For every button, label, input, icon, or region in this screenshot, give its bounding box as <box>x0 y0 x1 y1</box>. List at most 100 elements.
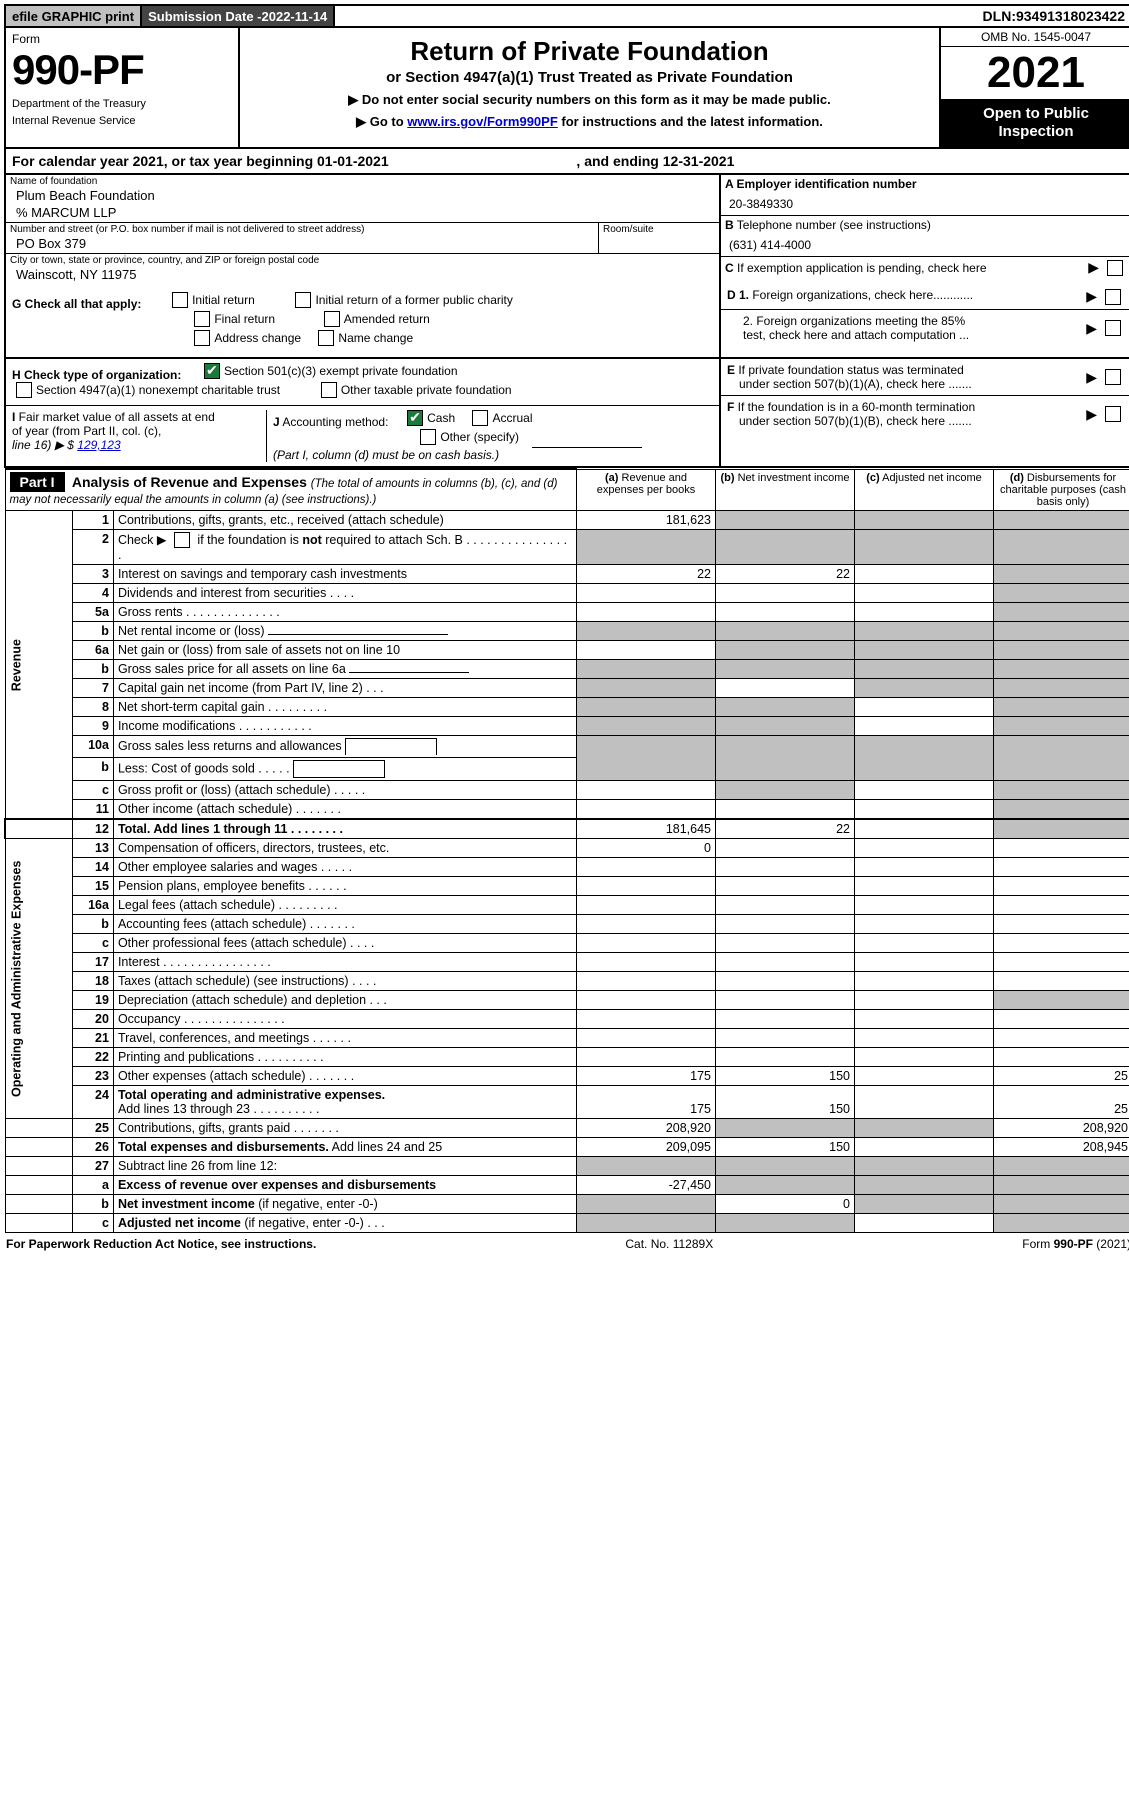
row-5b-num: b <box>72 622 113 641</box>
e-checkbox[interactable] <box>1105 369 1121 385</box>
j-other-lbl: Other (specify) <box>440 430 519 444</box>
row-18-num: 18 <box>72 972 113 991</box>
row-23-a: 175 <box>577 1067 716 1086</box>
j-accrual-lbl: Accrual <box>492 411 532 425</box>
g-opt-0: Initial return <box>192 293 255 307</box>
row-17-desc: Interest . . . . . . . . . . . . . . . . <box>113 953 576 972</box>
row-10a-desc: Gross sales less returns and allowances <box>113 736 576 758</box>
row-10b-desc: Less: Cost of goods sold . . . . . <box>113 758 576 781</box>
g-label: G Check all that apply: <box>12 297 141 311</box>
dept-treasury: Department of the Treasury <box>12 98 232 111</box>
d2-checkbox[interactable] <box>1105 320 1121 336</box>
dln: DLN: 93491318023422 <box>977 6 1129 26</box>
row-25-desc: Contributions, gifts, grants paid . . . … <box>113 1119 576 1138</box>
d1-checkbox[interactable] <box>1105 289 1121 305</box>
dln-value: 93491318023422 <box>1016 8 1125 24</box>
form-header: Form 990-PF Department of the Treasury I… <box>4 28 1129 149</box>
row-6b-num: b <box>72 660 113 679</box>
note-ssn: ▶ Do not enter social security numbers o… <box>248 92 931 108</box>
g-d-section: G Check all that apply: Initial return I… <box>4 284 1129 359</box>
taxyear-begin: 01-01-2021 <box>317 153 389 169</box>
j-cash[interactable] <box>407 410 423 426</box>
phone-value: (631) 414-4000 <box>725 232 1127 254</box>
j-note: (Part I, column (d) must be on cash basi… <box>273 448 499 462</box>
g-name-change[interactable] <box>318 330 334 346</box>
row-27b-b: 0 <box>716 1195 855 1214</box>
col-c-header: (c) Adjusted net income <box>855 469 994 510</box>
row-19-desc: Depreciation (attach schedule) and deple… <box>113 991 576 1010</box>
row-6a-num: 6a <box>72 641 113 660</box>
row-2-checkbox[interactable] <box>174 532 190 548</box>
c-pending-checkbox[interactable] <box>1107 260 1123 276</box>
f-line2: under section 507(b)(1)(B), check here .… <box>727 414 1086 428</box>
name-label: Name of foundation <box>6 175 719 188</box>
i-fmv-value[interactable]: 129,123 <box>77 438 120 452</box>
g-opt-1: Initial return of a former public charit… <box>315 293 512 307</box>
header-title-block: Return of Private Foundation or Section … <box>240 28 939 147</box>
row-20-num: 20 <box>72 1010 113 1029</box>
row-22-num: 22 <box>72 1048 113 1067</box>
header-right: OMB No. 1545-0047 2021 Open to Public In… <box>939 28 1129 147</box>
row-4-num: 4 <box>72 584 113 603</box>
title-main: Return of Private Foundation <box>248 36 931 67</box>
address: PO Box 379 <box>6 236 598 253</box>
g-amended-return[interactable] <box>324 311 340 327</box>
row-3-num: 3 <box>72 565 113 584</box>
row-15-num: 15 <box>72 877 113 896</box>
taxyear-mid: , and ending <box>576 153 662 169</box>
h-501c3[interactable] <box>204 363 220 379</box>
footer-right: Form 990-PF (2021) <box>1022 1237 1129 1251</box>
row-25-num: 25 <box>72 1119 113 1138</box>
h-4947a1[interactable] <box>16 382 32 398</box>
row-26-a: 209,095 <box>577 1138 716 1157</box>
ein-value: 20-3849330 <box>725 191 1127 213</box>
j-other[interactable] <box>420 429 436 445</box>
row-8-num: 8 <box>72 698 113 717</box>
note-goto: ▶ Go to www.irs.gov/Form990PF for instru… <box>248 114 931 130</box>
care-of: % MARCUM LLP <box>6 205 719 222</box>
goto-post: for instructions and the latest informat… <box>561 114 822 129</box>
goto-link[interactable]: www.irs.gov/Form990PF <box>407 114 558 129</box>
row-14-desc: Other employee salaries and wages . . . … <box>113 858 576 877</box>
row-27a-a: -27,450 <box>577 1176 716 1195</box>
row-27-desc: Subtract line 26 from line 12: <box>113 1157 576 1176</box>
row-16c-num: c <box>72 934 113 953</box>
row-6b-desc: Gross sales price for all assets on line… <box>113 660 576 679</box>
h-other-taxable[interactable] <box>321 382 337 398</box>
row-23-d: 25 <box>994 1067 1129 1086</box>
row-20-desc: Occupancy . . . . . . . . . . . . . . . <box>113 1010 576 1029</box>
row-10c-desc: Gross profit or (loss) (attach schedule)… <box>113 781 576 800</box>
row-16b-num: b <box>72 915 113 934</box>
submission-date: Submission Date - 2022-11-14 <box>142 6 335 26</box>
row-27b-num: b <box>72 1195 113 1214</box>
row-24-a: 175 <box>577 1086 716 1119</box>
phone-label: B B Telephone number (see instructions)T… <box>725 218 1127 232</box>
omb-number: OMB No. 1545-0047 <box>941 28 1129 47</box>
d2a-label: 2. Foreign organizations meeting the 85% <box>743 314 1086 328</box>
header-left: Form 990-PF Department of the Treasury I… <box>6 28 240 147</box>
id-right: A Employer identification number 20-3849… <box>721 175 1129 284</box>
row-13-desc: Compensation of officers, directors, tru… <box>113 839 576 858</box>
f-checkbox[interactable] <box>1105 406 1121 422</box>
row-3-desc: Interest on savings and temporary cash i… <box>113 565 576 584</box>
row-10c-num: c <box>72 781 113 800</box>
h-label: H Check type of organization: <box>12 368 181 382</box>
h-opt-2: Section 4947(a)(1) nonexempt charitable … <box>36 383 280 397</box>
row-22-desc: Printing and publications . . . . . . . … <box>113 1048 576 1067</box>
j-label: J <box>273 415 280 429</box>
g-initial-former[interactable] <box>295 292 311 308</box>
j-accrual[interactable] <box>472 410 488 426</box>
row-24-num: 24 <box>72 1086 113 1119</box>
open-to-public: Open to Public Inspection <box>941 99 1129 147</box>
g-address-change[interactable] <box>194 330 210 346</box>
i-line3-pre: line 16) ▶ $ <box>12 438 77 452</box>
row-13-a: 0 <box>577 839 716 858</box>
row-25-d: 208,920 <box>994 1119 1129 1138</box>
footer: For Paperwork Reduction Act Notice, see … <box>4 1233 1129 1255</box>
part1-table: Part I Analysis of Revenue and Expenses … <box>4 468 1129 1233</box>
g-final-return[interactable] <box>194 311 210 327</box>
foundation-name: Plum Beach Foundation <box>6 188 719 205</box>
g-initial-return[interactable] <box>172 292 188 308</box>
row-21-num: 21 <box>72 1029 113 1048</box>
taxyear-end: 12-31-2021 <box>663 153 735 169</box>
